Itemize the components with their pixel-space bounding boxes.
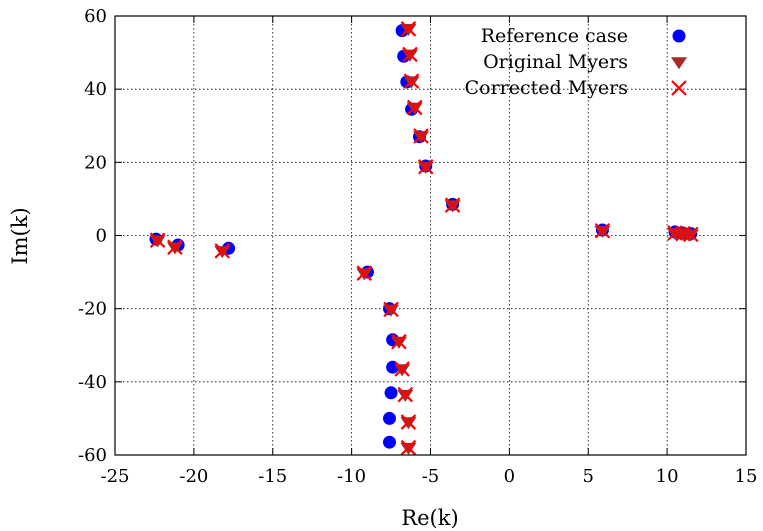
axis-ticks: -25 -20 -15 -10 -5 0 5 10 15 -60 -40 -20 0 20 40 60	[78, 6, 757, 487]
x-tick-label: -25	[101, 466, 130, 487]
data-point-x	[403, 73, 420, 89]
plot-frame	[114, 15, 747, 456]
legend-marker-x	[671, 80, 687, 96]
data-point-x	[594, 222, 611, 239]
y-tick-label: 20	[84, 152, 107, 173]
x-tick-label: -20	[179, 466, 208, 487]
data-point-x	[149, 232, 166, 249]
x-tick-label: -5	[422, 466, 440, 487]
y-tick-label: -60	[78, 445, 107, 466]
data-point-x	[683, 226, 699, 243]
grid-lines	[115, 16, 746, 455]
data-point-x	[406, 99, 423, 116]
data-point-circle	[384, 386, 398, 400]
y-tick-label: -20	[78, 299, 107, 320]
legend: Reference case Original Myers Corrected My…	[465, 25, 687, 99]
legend-label: Corrected Myers	[465, 77, 628, 99]
data-point-x	[417, 158, 434, 175]
legend-marker-triangle-down	[671, 57, 687, 70]
x-tick-label: 5	[583, 466, 594, 487]
x-tick-label: 0	[504, 466, 515, 487]
data-point-x	[383, 301, 399, 318]
data-points	[149, 21, 699, 456]
data-point-x	[400, 414, 417, 430]
data-point-x	[444, 197, 461, 213]
data-point-x	[413, 128, 429, 144]
data-point-x	[400, 439, 417, 456]
y-axis-label: Im(k)	[8, 207, 32, 264]
x-tick-label: -15	[258, 466, 287, 487]
data-point-x	[167, 239, 183, 255]
data-point-x	[402, 46, 418, 63]
data-point-circle	[382, 411, 396, 425]
y-tick-label: 40	[84, 79, 107, 100]
legend-marker-circle	[672, 29, 686, 43]
data-point-circle	[382, 435, 396, 449]
y-tick-label: 60	[84, 6, 107, 27]
data-point-x	[394, 361, 410, 377]
x-tick-label: 15	[735, 466, 758, 487]
legend-label: Original Myers	[483, 51, 628, 73]
x-tick-label: -10	[337, 466, 366, 487]
legend-label: Reference case	[481, 25, 628, 47]
data-point-x	[214, 243, 231, 259]
data-point-x	[400, 21, 417, 37]
y-tick-label: -40	[78, 372, 107, 393]
x-tick-label: 10	[656, 466, 679, 487]
y-tick-label: 0	[96, 226, 107, 247]
data-point-x	[391, 333, 407, 350]
series-x	[149, 21, 699, 456]
data-point-x	[356, 265, 373, 281]
data-point-x	[397, 386, 414, 403]
x-axis-label: Re(k)	[401, 506, 458, 530]
